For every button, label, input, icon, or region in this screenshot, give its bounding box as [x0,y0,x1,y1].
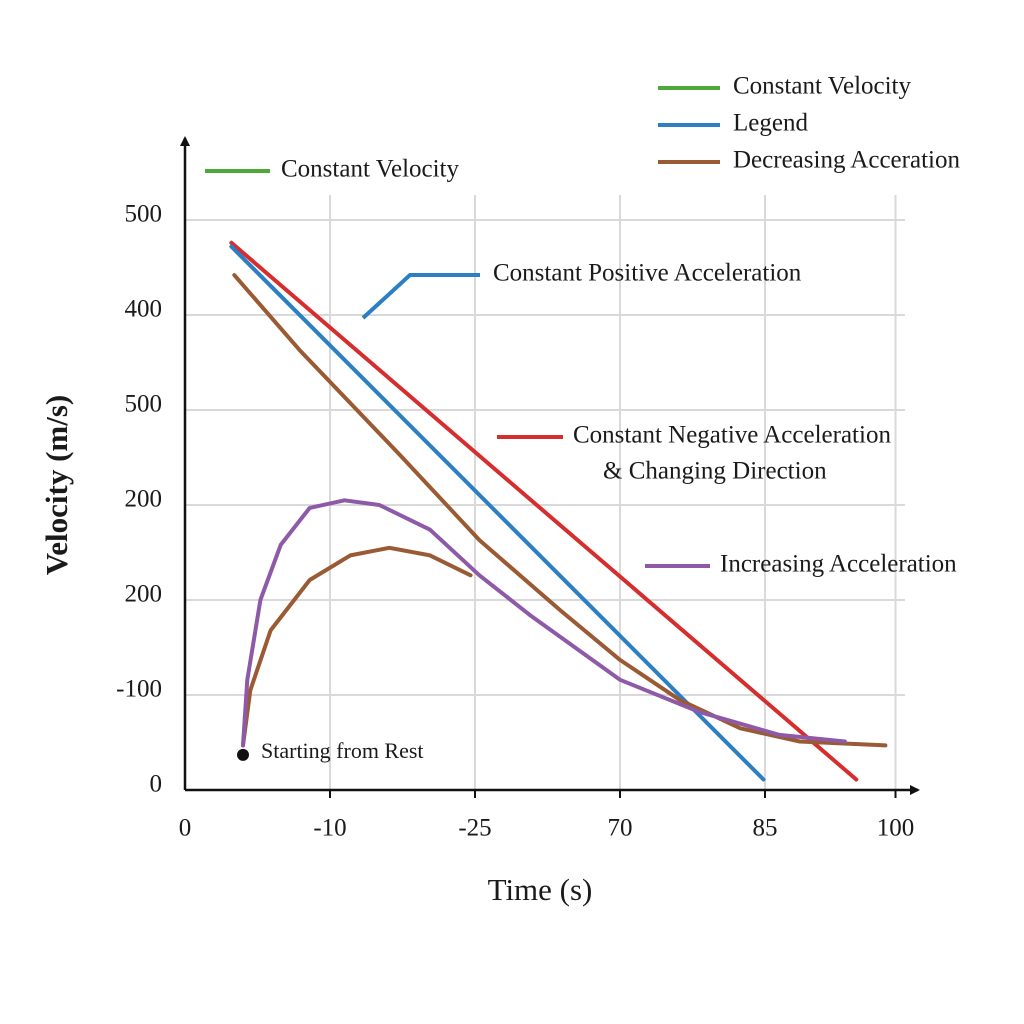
point-label: Starting from Rest [261,738,424,763]
x-tick-label: 100 [877,815,915,842]
y-tick-label: 200 [125,581,163,608]
legend-label: Legend [733,110,808,137]
series-line [232,273,888,748]
legend-label: Constant Velocity [733,73,912,100]
y-tick-label: 500 [125,201,163,228]
series-label: Increasing Acceleration [720,551,957,578]
x-tick-label: 0 [179,815,192,842]
y-tick-label: 400 [125,296,163,323]
y-tick-label: -100 [116,676,162,703]
series-line [241,545,473,748]
x-tick-label: -25 [458,815,491,842]
x-tick-label: -10 [313,815,346,842]
label-key [361,273,480,320]
series-label: & Changing Direction [603,458,827,485]
series-line [229,244,766,782]
y-tick-label: 500 [125,391,163,418]
x-tick-label: 70 [608,815,633,842]
series-line [241,498,847,748]
start-point [237,748,249,761]
series-label: Constant Positive Acceleration [493,260,802,287]
y-tick-label: 200 [125,486,163,513]
legend-label: Decreasing Acceration [733,147,960,174]
plot-area [229,240,888,782]
x-tick-label: 85 [753,815,778,842]
series-label: Constant Negative Acceleration [573,422,891,449]
series-label: Constant Velocity [281,156,460,183]
series-line [229,240,859,782]
x-axis-title: Time (s) [488,872,593,907]
y-axis-title: Velocity (m/s) [39,395,74,576]
y-tick-label: 0 [150,771,163,798]
annotations: 0 -100 200 200 500 400 500 0 -10 -25 70 85 100 Starti… [116,73,960,842]
